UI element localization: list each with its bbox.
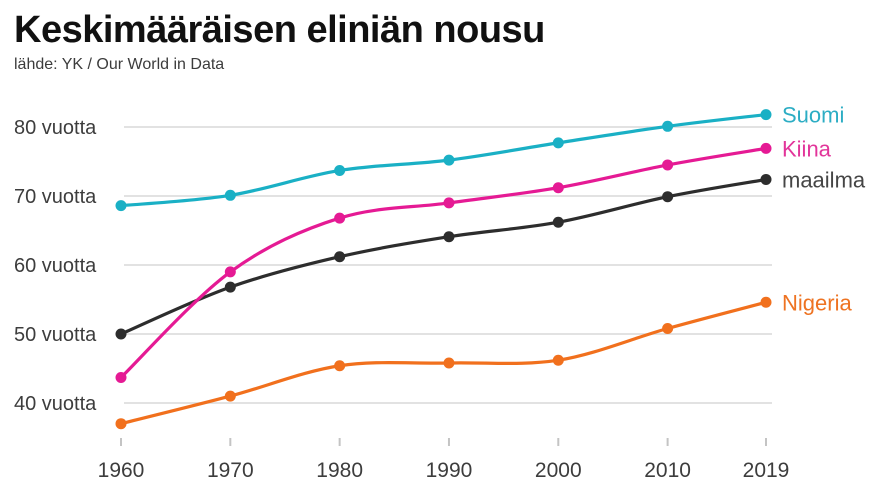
x-axis-tick-label: 1960 [98, 459, 145, 482]
data-point-suomi [760, 109, 772, 121]
data-point-suomi [334, 164, 346, 176]
data-point-maailma [760, 173, 772, 185]
data-point-nigeria [443, 357, 455, 369]
data-point-kiina [552, 182, 564, 194]
data-point-kiina [760, 142, 772, 154]
data-point-suomi [662, 120, 674, 132]
data-point-nigeria [334, 360, 346, 372]
data-point-maailma [443, 231, 455, 243]
x-axis-tick-label: 1980 [316, 459, 363, 482]
data-point-nigeria [224, 390, 236, 402]
data-point-maailma [115, 328, 127, 340]
y-axis-tick-label: 70 vuotta [14, 186, 97, 208]
series-label-maailma: maailma [782, 167, 866, 192]
chart-source: lähde: YK / Our World in Data [14, 55, 225, 73]
data-point-kiina [334, 212, 346, 224]
y-axis-tick-label: 60 vuotta [14, 255, 97, 277]
data-point-kiina [443, 197, 455, 209]
data-point-nigeria [115, 418, 127, 430]
data-point-kiina [115, 371, 127, 383]
data-point-kiina [662, 159, 674, 171]
y-axis-tick-label: 50 vuotta [14, 324, 97, 346]
series-label-kiina: Kiina [782, 136, 832, 161]
data-point-nigeria [552, 354, 564, 366]
data-point-suomi [224, 189, 236, 201]
data-point-suomi [552, 137, 564, 149]
data-point-maailma [552, 216, 564, 228]
data-point-maailma [334, 251, 346, 263]
x-axis-tick-label: 2019 [743, 459, 790, 482]
data-point-nigeria [760, 296, 772, 308]
x-axis-tick-label: 2000 [535, 459, 582, 482]
y-axis-tick-label: 80 vuotta [14, 117, 97, 139]
series-label-suomi: Suomi [782, 103, 844, 128]
data-point-maailma [224, 281, 236, 293]
chart-header: Keskimääräisen eliniän nousu lähde: YK /… [14, 9, 545, 74]
data-point-suomi [115, 200, 127, 212]
data-point-kiina [224, 266, 236, 278]
x-axis-tick-label: 1990 [426, 459, 473, 482]
data-point-suomi [443, 154, 455, 166]
page-title: Keskimääräisen eliniän nousu [14, 9, 545, 51]
data-point-maailma [662, 191, 674, 203]
x-axis-tick-label: 2010 [644, 459, 691, 482]
x-axis-tick-label: 1970 [207, 459, 254, 482]
series-label-nigeria: Nigeria [782, 290, 852, 315]
y-axis-tick-label: 40 vuotta [14, 393, 97, 415]
series-line-kiina [119, 146, 768, 380]
data-point-nigeria [662, 322, 674, 334]
